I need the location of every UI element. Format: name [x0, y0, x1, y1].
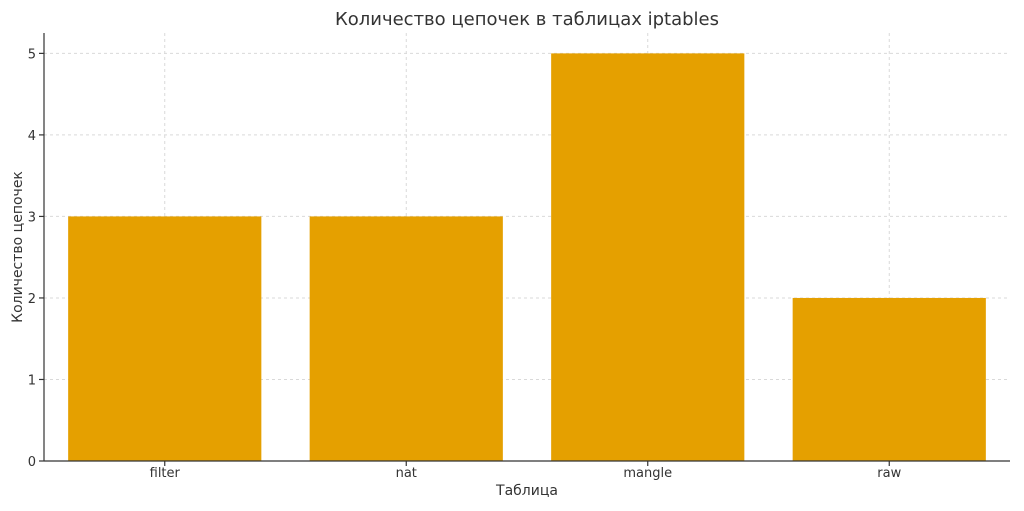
- y-tick-label: 2: [28, 292, 36, 307]
- bar-mangle: [551, 53, 745, 461]
- x-tick-labels: filter nat mangle raw: [150, 461, 902, 481]
- bar-raw: [792, 297, 986, 461]
- x-axis-label: Таблица: [495, 483, 558, 499]
- x-tick-label-raw: raw: [877, 466, 901, 481]
- bar-filter: [68, 216, 262, 461]
- bar-nat: [309, 216, 503, 461]
- x-tick-label-nat: nat: [396, 466, 417, 481]
- bars: [68, 53, 986, 461]
- y-tick-labels: 0 1 2 3 4 5: [28, 47, 44, 470]
- chart-title: Количество цепочек в таблицах iptables: [335, 9, 719, 30]
- y-tick-label: 3: [28, 210, 36, 225]
- y-axis-label: Количество цепочек: [10, 171, 26, 323]
- x-tick-label-filter: filter: [150, 466, 181, 481]
- y-tick-label: 1: [28, 373, 36, 388]
- y-tick-label: 5: [28, 47, 36, 62]
- y-tick-label: 4: [28, 129, 36, 144]
- y-tick-label: 0: [28, 455, 36, 470]
- x-tick-label-mangle: mangle: [623, 466, 672, 481]
- axes: [43, 33, 1010, 462]
